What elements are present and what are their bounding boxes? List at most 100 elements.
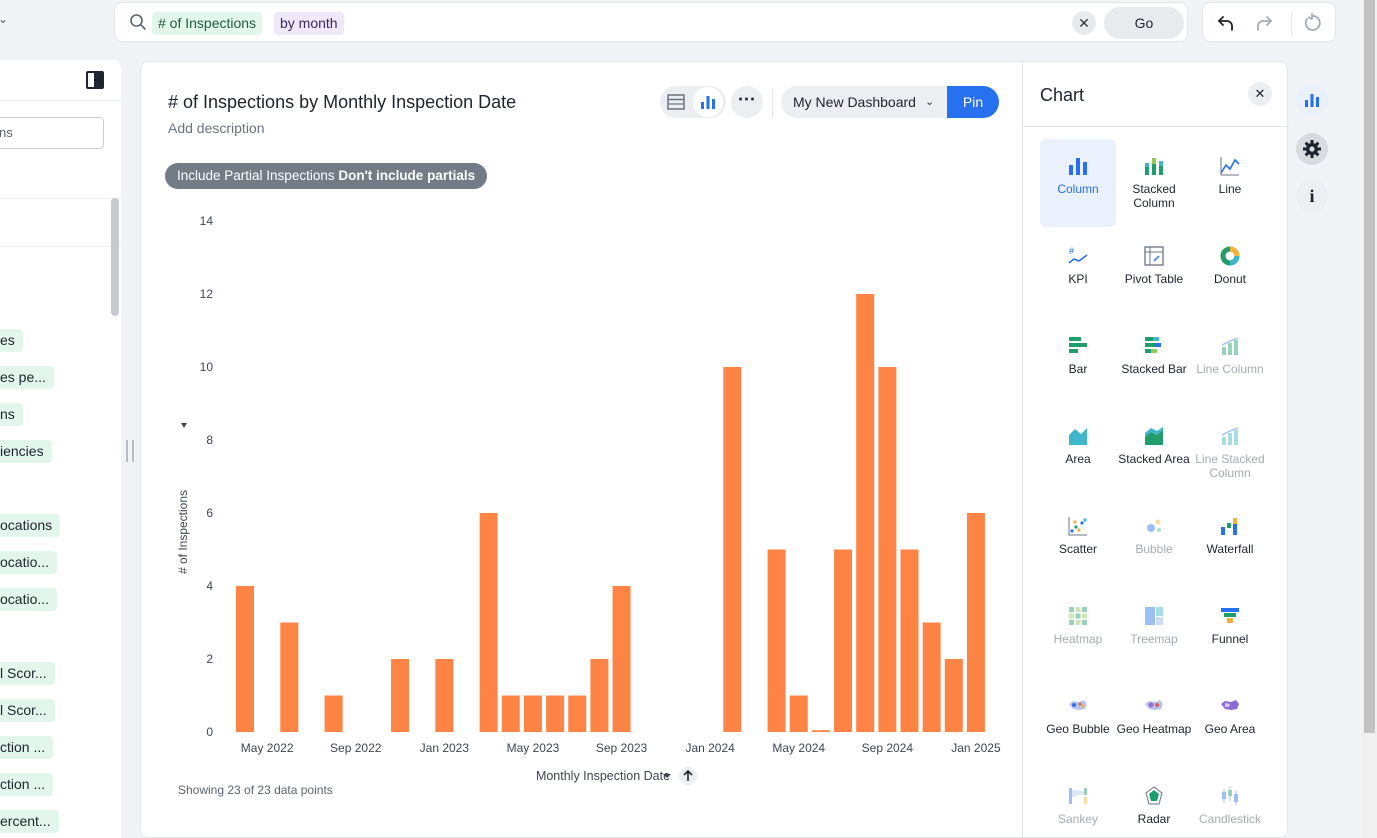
chart-type-funnel[interactable]: Funnel — [1192, 589, 1268, 677]
column-item[interactable]: ercent... — [0, 810, 59, 833]
chart-bar[interactable] — [613, 586, 631, 732]
column-item[interactable]: l Scor... — [0, 662, 55, 685]
chart-type-area[interactable]: Area — [1040, 409, 1116, 497]
scrollbar-thumb[interactable] — [1364, 0, 1375, 733]
chart-bar[interactable] — [524, 696, 542, 733]
column-item[interactable]: ocatio... — [0, 551, 57, 574]
chart-type-geo-area[interactable]: Geo Area — [1192, 679, 1268, 767]
chart-type-line-stacked-column[interactable]: Line Stacked Column — [1192, 409, 1268, 497]
chart-type-bar[interactable]: Bar — [1040, 319, 1116, 407]
chart-bar[interactable] — [480, 513, 498, 732]
chart-bar[interactable] — [236, 586, 254, 732]
chart-description[interactable]: Add description — [168, 120, 265, 136]
chart-bar[interactable] — [435, 659, 453, 732]
chart-settings-button[interactable] — [1296, 84, 1328, 116]
panel-toggle-icon[interactable] — [86, 71, 104, 89]
chart-type-kpi[interactable]: # KPI — [1040, 229, 1116, 317]
chart-type-sankey[interactable]: Sankey — [1040, 769, 1116, 838]
chart-bar[interactable] — [812, 730, 830, 732]
info-icon[interactable]: i — [1296, 180, 1328, 212]
chart-bar[interactable] — [280, 623, 298, 733]
chart-view-button[interactable] — [693, 87, 723, 117]
caret-down-icon[interactable] — [181, 423, 187, 428]
chart-type-label: Heatmap — [1054, 632, 1103, 646]
clear-search-button[interactable]: ✕ — [1072, 11, 1096, 35]
chart-bar[interactable] — [790, 696, 808, 733]
chart-bar[interactable] — [945, 659, 963, 732]
chart-bar[interactable] — [502, 696, 520, 733]
go-button[interactable]: Go — [1104, 7, 1184, 39]
chart-type-stacked-column[interactable]: Stacked Column — [1116, 139, 1192, 227]
chart-type-panel: Chart ✕ Column Stacked Column Line # KPI Pivo… — [1022, 62, 1288, 837]
search-icon — [129, 13, 147, 31]
chart-type-bubble[interactable]: Bubble — [1116, 499, 1192, 587]
chart-type-line[interactable]: Line — [1192, 139, 1268, 227]
chart-bar[interactable] — [546, 696, 564, 733]
chart-type-geo-bubble[interactable]: Geo Bubble — [1040, 679, 1116, 767]
answer-card: # of Inspections by Monthly Inspection D… — [140, 61, 1288, 838]
chart-bar[interactable] — [568, 696, 586, 733]
x-axis-label[interactable]: Monthly Inspection Date — [536, 769, 670, 783]
chart-bar[interactable] — [901, 550, 919, 733]
chart-title[interactable]: # of Inspections by Monthly Inspection D… — [168, 92, 516, 113]
chart-type-treemap[interactable]: Treemap — [1116, 589, 1192, 677]
chart-bar[interactable] — [856, 294, 874, 732]
column-item[interactable]: es pe... — [0, 366, 54, 389]
chart-bar[interactable] — [590, 659, 608, 732]
redo-icon[interactable] — [1253, 12, 1275, 34]
chevron-down-icon: ⌄ — [925, 86, 934, 118]
reset-icon[interactable] — [1301, 12, 1323, 34]
chart-bar[interactable] — [723, 367, 741, 732]
page-scrollbar[interactable] — [1362, 0, 1377, 838]
column-item[interactable]: ction ... — [0, 773, 53, 796]
chart-bar[interactable] — [325, 696, 343, 733]
chart-type-candlestick[interactable]: Candlestick — [1192, 769, 1268, 838]
chart-bar[interactable] — [834, 550, 852, 733]
search-bar[interactable]: # of Inspections by month ✕ Go — [114, 2, 1188, 42]
chart-type-waterfall[interactable]: Waterfall — [1192, 499, 1268, 587]
dashboard-select[interactable]: My New Dashboard ⌄ — [781, 86, 947, 118]
filter-chip[interactable]: Include Partial Inspections Don't includ… — [165, 163, 487, 189]
chart-bar[interactable] — [923, 623, 941, 733]
column-item[interactable]: ction ... — [0, 736, 53, 759]
x-tick-label: Jan 2024 — [685, 741, 735, 755]
chart-type-column[interactable]: Column — [1040, 139, 1116, 227]
y-tick-label: 0 — [206, 725, 213, 739]
chart-bar[interactable] — [967, 513, 985, 732]
column-item[interactable]: ns — [0, 403, 23, 426]
column-item[interactable]: es — [0, 329, 23, 352]
settings-button[interactable] — [1296, 133, 1328, 165]
chart-type-donut[interactable]: Donut — [1192, 229, 1268, 317]
chart-type-line-column[interactable]: Line Column — [1192, 319, 1268, 407]
attribute-token[interactable]: by month — [274, 12, 344, 35]
data-search-input[interactable]: ns — [0, 117, 104, 149]
panel-resize-handle[interactable] — [126, 440, 134, 462]
chart-bar[interactable] — [878, 367, 896, 732]
chart-bar[interactable] — [391, 659, 409, 732]
chart-type-geo-heatmap[interactable]: Geo Heatmap — [1116, 679, 1192, 767]
undo-icon[interactable] — [1215, 12, 1237, 34]
pin-button[interactable]: Pin — [947, 86, 999, 118]
scrollbar[interactable] — [111, 198, 119, 316]
chart-type-label: Bubble — [1135, 542, 1172, 556]
close-icon[interactable]: ✕ — [1248, 82, 1272, 106]
column-item[interactable]: l Scor... — [0, 699, 55, 722]
column-item[interactable]: iencies — [0, 440, 52, 463]
chart-type-heatmap[interactable]: Heatmap — [1040, 589, 1116, 677]
chevron-down-icon[interactable]: ⌄ — [0, 12, 12, 32]
y-axis-label[interactable]: # of Inspections — [176, 490, 190, 574]
chart-type-stacked-bar[interactable]: Stacked Bar — [1116, 319, 1192, 407]
measure-token[interactable]: # of Inspections — [152, 12, 262, 35]
chart-type-radar[interactable]: Radar — [1116, 769, 1192, 838]
x-tick-label: May 2023 — [507, 741, 560, 755]
column-item[interactable]: ocatio... — [0, 588, 57, 611]
chart-type-pivot-table[interactable]: Pivot Table — [1116, 229, 1192, 317]
chart-type-scatter[interactable]: Scatter — [1040, 499, 1116, 587]
sort-button[interactable] — [679, 767, 697, 785]
column-item[interactable]: ocations — [0, 514, 60, 537]
chart-bar[interactable] — [768, 550, 786, 733]
more-options-button[interactable]: ⋯ — [731, 86, 763, 118]
filter-chip-label: Include Partial Inspections — [177, 168, 335, 183]
chart-type-stacked-area[interactable]: Stacked Area — [1116, 409, 1192, 497]
table-view-icon[interactable] — [666, 92, 686, 112]
